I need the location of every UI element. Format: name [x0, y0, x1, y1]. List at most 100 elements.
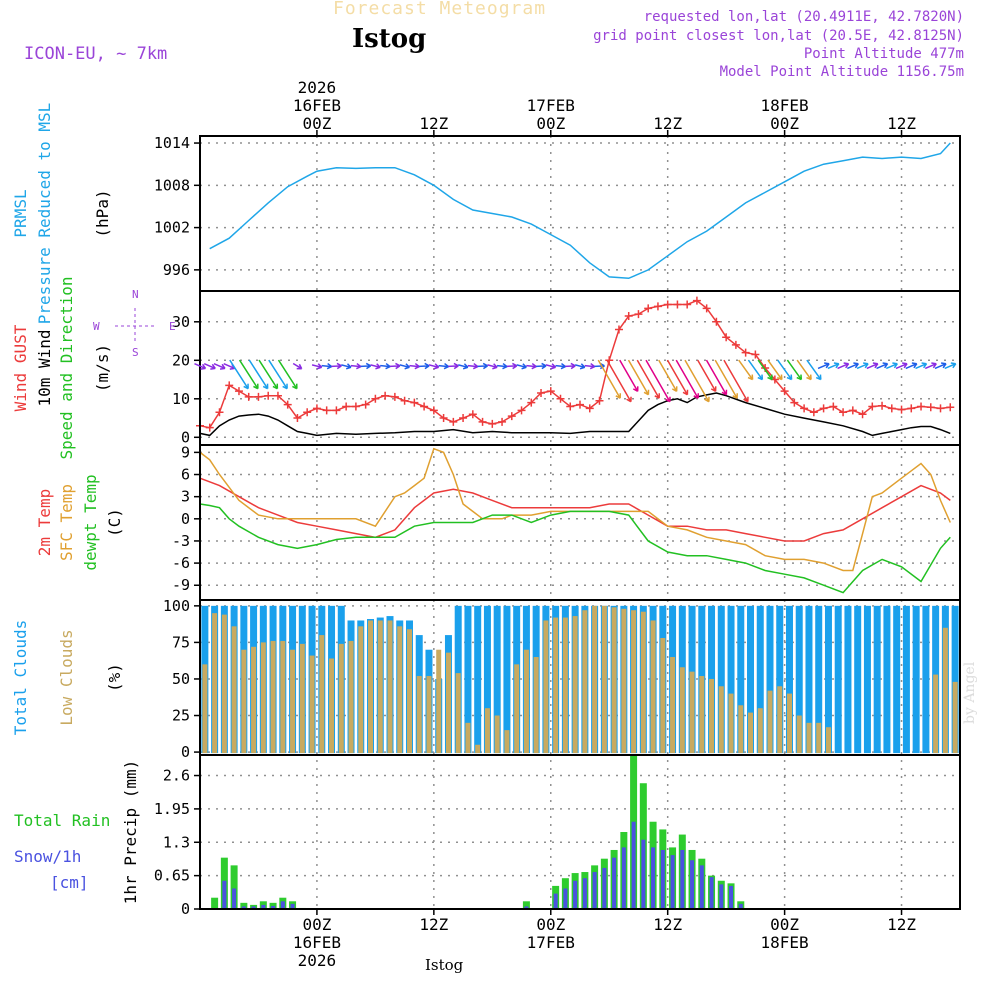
clouds-bar-low-clouds: [748, 712, 754, 754]
compass-south: S: [132, 346, 139, 359]
precip-label-snow: Snow/1h: [14, 847, 81, 866]
clouds-bar-low-clouds: [660, 638, 666, 754]
compass-cross: [115, 308, 155, 344]
clouds-bar-low-clouds: [338, 643, 344, 754]
gust-marker: [507, 412, 516, 421]
gust-marker: [439, 414, 448, 423]
wind-direction-arrow: [658, 359, 678, 392]
clouds-bar-low-clouds: [251, 646, 257, 754]
clouds-bar-total-clouds: [815, 605, 823, 754]
top-time-label: 12Z: [887, 114, 916, 133]
temperature-ytick-label: 0: [181, 510, 190, 528]
wind-direction-arrow: [666, 359, 689, 396]
clouds-bar-low-clouds: [445, 652, 451, 754]
gust-marker: [264, 391, 273, 400]
precip-bar-total-rain: [240, 902, 248, 909]
temperature-ytick-label: 9: [181, 443, 190, 461]
wind-direction-arrow: [341, 363, 352, 370]
clouds-bar-total-clouds: [902, 605, 910, 754]
gust-marker: [283, 400, 292, 409]
clouds-bar-low-clouds: [270, 640, 276, 754]
wind-direction-arrow: [258, 359, 279, 390]
wind-direction-arrow: [238, 359, 259, 390]
clouds-bar-low-clouds: [679, 667, 685, 754]
temperature-panel-label: (C): [105, 508, 124, 537]
gust-marker: [897, 405, 906, 414]
temperature-ytick-label: -6: [172, 554, 190, 572]
bottom-time-label: 00Z: [302, 915, 331, 934]
gust-marker: [244, 392, 253, 401]
wind-direction-arrow: [847, 362, 859, 370]
wind-direction-arrow: [350, 362, 362, 370]
clouds-bar-low-clouds: [592, 605, 598, 754]
clouds-bar-low-clouds: [387, 620, 393, 754]
wind-direction-arrow: [419, 362, 430, 370]
gust-marker: [946, 403, 955, 412]
clouds-bar-low-clouds: [231, 626, 237, 754]
precip-panel-frame: [199, 754, 961, 910]
gust-marker: [887, 404, 896, 413]
temperature-line-dewpt-temp: [199, 503, 951, 594]
pressure-panel-frame: [199, 135, 961, 292]
wind-direction-arrow: [574, 363, 586, 370]
wind-direction-arrow: [675, 359, 699, 399]
clouds-bar-low-clouds: [202, 664, 208, 754]
precip-axis-label: 1hr Precip (mm): [121, 760, 140, 905]
wind-direction-arrow: [477, 362, 488, 370]
gust-marker: [322, 406, 331, 415]
clouds-bar-total-clouds: [844, 605, 852, 754]
wind-direction-arrow: [796, 359, 812, 381]
clouds-bar-total-clouds: [893, 605, 901, 754]
gust-marker: [819, 404, 828, 413]
wind-direction-arrow: [438, 362, 450, 370]
clouds-bar-low-clouds: [280, 640, 286, 754]
wind-direction-arrow: [487, 363, 498, 370]
gust-marker: [342, 402, 351, 411]
top-time-label: 12Z: [419, 114, 448, 133]
wind-panel-label: 10m Wind: [35, 329, 54, 406]
wind-direction-arrow: [311, 363, 323, 370]
pressure-panel-label: PRMSL: [11, 189, 30, 237]
pressure-ytick-label: 1014: [154, 134, 190, 152]
temperature-panel-label: dewpt Temp: [81, 474, 100, 570]
clouds-bar-low-clouds: [621, 608, 627, 754]
clouds-bar-total-clouds: [727, 605, 735, 754]
pressure-ytick-label: 996: [163, 261, 190, 279]
precip-bar-snow-1h: [631, 821, 636, 909]
clouds-bar-low-clouds: [377, 620, 383, 754]
gust-marker: [312, 404, 321, 413]
clouds-bar-total-clouds: [863, 605, 871, 754]
clouds-bar-total-clouds: [834, 605, 842, 754]
clouds-bar-low-clouds: [416, 676, 422, 754]
gust-marker: [839, 408, 848, 417]
clouds-bar-low-clouds: [329, 658, 335, 754]
gust-marker: [546, 387, 555, 396]
gust-marker: [702, 304, 711, 313]
wind-direction-arrow: [767, 359, 783, 381]
precip-bar-snow-1h: [680, 849, 685, 909]
wind-direction-arrow: [409, 362, 420, 370]
bottom-year-label: 2026: [298, 951, 337, 970]
temperature-panel-frame: [199, 444, 961, 601]
clouds-bar-total-clouds: [474, 605, 482, 754]
clouds-bar-low-clouds: [562, 617, 568, 754]
gust-marker: [468, 410, 477, 419]
gust-marker: [829, 402, 838, 411]
clouds-bar-total-clouds: [483, 605, 491, 754]
clouds-bar-low-clouds: [689, 671, 695, 754]
wind-direction-arrow: [203, 363, 216, 370]
clouds-bar-total-clouds: [922, 605, 930, 754]
wind-direction-arrow: [277, 359, 298, 390]
precip-bar-snow-1h: [690, 860, 695, 909]
gust-marker: [673, 300, 682, 309]
clouds-bar-low-clouds: [728, 693, 734, 754]
gust-marker: [303, 408, 312, 417]
wind-ytick-label: 0: [181, 428, 190, 446]
wind-direction-arrow: [786, 359, 803, 381]
gust-marker: [498, 417, 507, 426]
wind-direction-arrow: [331, 362, 342, 370]
wind-panel-label: Speed and Direction: [57, 276, 76, 459]
clouds-bar-low-clouds: [514, 664, 520, 754]
precip-bar-snow-1h: [563, 888, 568, 909]
wind-direction-arrow: [866, 362, 879, 370]
